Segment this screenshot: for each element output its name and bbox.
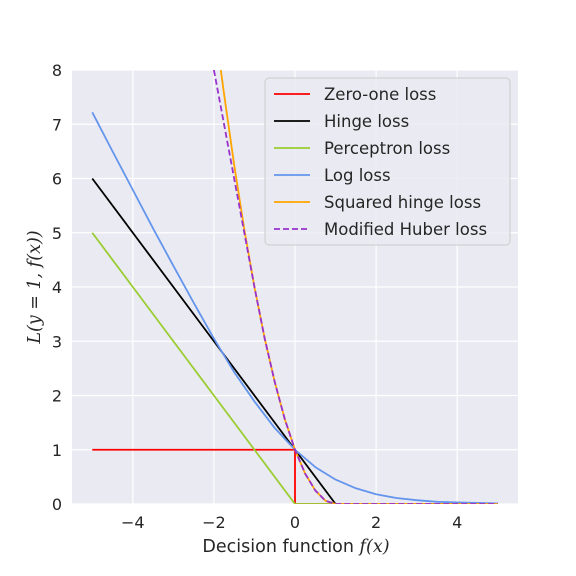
zero-one-loss-line <box>92 448 498 504</box>
x-tick-label: 2 <box>371 513 381 532</box>
x-tick-label: −2 <box>202 513 226 532</box>
modified-huber-loss-line <box>213 70 498 504</box>
perceptron-loss-line <box>91 232 498 504</box>
legend-box <box>264 77 511 246</box>
x-tick-label: −4 <box>121 513 145 532</box>
legend-items: Zero-one loss Hinge loss Perceptron loss Lo… <box>274 85 487 239</box>
y-tick-label: 1 <box>52 441 62 460</box>
y-axis-label-suffix: ) <box>25 230 45 238</box>
y-tick-label: 0 <box>52 495 62 514</box>
y-axis-label-text: L(y = 1, <box>25 267 45 344</box>
x-tick-label: 0 <box>290 513 300 532</box>
legend-label-hinge-loss: Hinge loss <box>324 112 409 131</box>
legend-label-modified-huber-loss: Modified Huber loss <box>324 220 487 239</box>
y-tick-labels: 0 1 2 3 4 5 6 7 8 <box>52 61 62 514</box>
legend-label-perceptron-loss: Perceptron loss <box>324 139 450 158</box>
y-tick-label: 6 <box>52 170 62 189</box>
y-tick-label: 3 <box>52 332 62 351</box>
x-tick-label: 4 <box>452 513 462 532</box>
x-axis-label-text: Decision function <box>202 537 359 557</box>
legend: Zero-one loss Hinge loss Perceptron loss Lo… <box>264 77 511 246</box>
y-tick-label: 5 <box>52 224 62 243</box>
y-axis-label-math: f(x) <box>25 237 45 269</box>
x-axis-label: Decision function f(x) <box>202 537 389 557</box>
y-tick-label: 2 <box>52 387 62 406</box>
legend-label-log-loss: Log loss <box>324 166 391 185</box>
y-tick-label: 7 <box>52 115 62 134</box>
legend-label-zero-one-loss: Zero-one loss <box>324 85 436 104</box>
y-tick-label: 8 <box>52 61 62 80</box>
x-tick-labels: −4 −2 0 2 4 <box>121 513 462 532</box>
x-axis-label-math: f(x) <box>358 537 390 557</box>
y-axis-label: L(y = 1, f(x)) <box>25 230 45 344</box>
legend-label-squared-hinge-loss: Squared hinge loss <box>324 193 481 212</box>
y-tick-label: 4 <box>52 278 62 297</box>
series-lines <box>91 70 498 504</box>
hinge-loss-line <box>91 177 498 504</box>
